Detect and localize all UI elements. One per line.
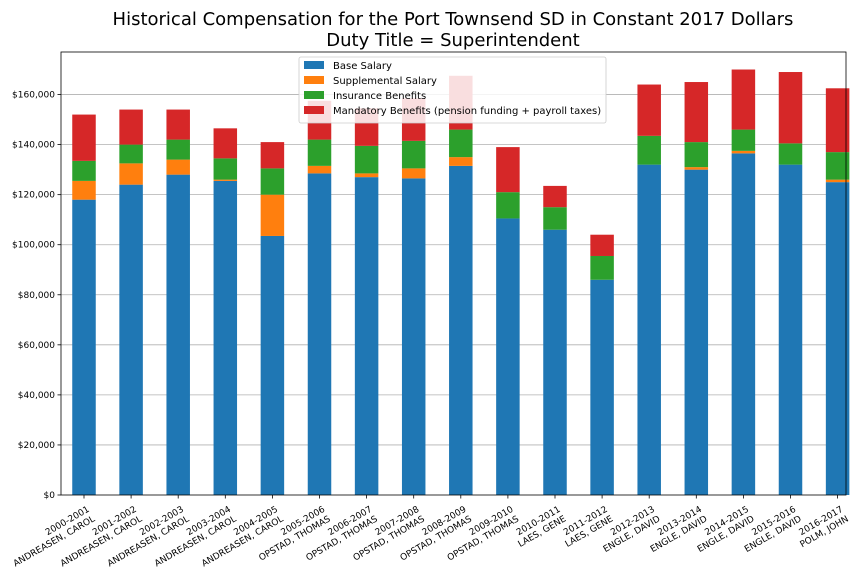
bar-segment xyxy=(307,165,332,174)
y-axis: $0 $20,000 $40,000 $60,000 $80,000 $100,000 $1… xyxy=(12,91,61,501)
bar-segment xyxy=(119,163,143,185)
bar-segment xyxy=(496,192,520,219)
bar-segment xyxy=(354,173,379,178)
bar-segment xyxy=(307,139,332,166)
legend-swatch xyxy=(304,61,324,69)
bar-segment xyxy=(778,72,803,144)
bar-segment xyxy=(731,153,756,495)
bar-segment xyxy=(684,82,709,143)
bar-segment xyxy=(590,279,614,495)
bar-segment xyxy=(166,139,190,160)
bar-segment xyxy=(590,255,614,280)
bar-segment xyxy=(684,169,709,496)
bar-segment xyxy=(825,88,850,153)
bars xyxy=(72,69,850,496)
bar-segment xyxy=(731,69,756,130)
bar-segment xyxy=(778,164,803,495)
bar-segment xyxy=(778,143,803,165)
plot-frame xyxy=(60,51,847,496)
bar-segment xyxy=(119,184,143,495)
bar-segment xyxy=(401,168,426,179)
bar-segment xyxy=(449,165,473,495)
y-tick-label: $0 xyxy=(44,491,56,501)
bar-segment xyxy=(119,109,143,145)
legend-swatch xyxy=(304,91,324,99)
bar-segment xyxy=(543,207,567,230)
bar-segment xyxy=(72,199,96,495)
bar-segment xyxy=(825,182,850,495)
bar-segment xyxy=(496,147,520,193)
bar-segment xyxy=(590,234,614,256)
bar-segment xyxy=(543,185,567,208)
bar-segment xyxy=(213,128,238,159)
bar-segment xyxy=(307,173,332,495)
bar-segment xyxy=(72,180,96,200)
y-tick-label: $160,000 xyxy=(12,91,55,101)
bar-segment xyxy=(449,157,473,166)
bar-segment xyxy=(119,144,143,164)
legend-label: Supplemental Salary xyxy=(333,76,437,87)
chart-subtitle: Duty Title = Superintendent xyxy=(326,30,579,51)
bar-segment xyxy=(166,159,190,175)
bar-segment xyxy=(166,109,190,140)
y-tick-label: $60,000 xyxy=(18,341,55,351)
legend-label: Insurance Benefits xyxy=(333,91,426,102)
bar-segment xyxy=(401,140,426,169)
bar-segment xyxy=(166,174,190,495)
y-tick-label: $100,000 xyxy=(12,241,55,251)
bar-segment xyxy=(449,129,473,158)
y-tick-label: $40,000 xyxy=(18,391,55,401)
legend-swatch xyxy=(304,106,324,114)
bar-segment xyxy=(637,84,661,136)
bar-segment xyxy=(401,178,426,496)
bar-segment xyxy=(684,142,709,168)
y-tick-label: $120,000 xyxy=(12,191,55,201)
bar-segment xyxy=(825,179,850,183)
bar-segment xyxy=(72,114,96,161)
bar-segment xyxy=(731,129,756,151)
bar-segment xyxy=(825,152,850,180)
bar-segment xyxy=(213,180,238,495)
bar-segment xyxy=(72,160,96,181)
bar-segment xyxy=(637,164,661,495)
bar-segment xyxy=(496,218,520,495)
bar-segment xyxy=(637,135,661,165)
bar-segment xyxy=(213,158,238,180)
legend-box xyxy=(298,56,607,124)
bar-segment xyxy=(731,150,756,154)
legend-label: Mandatory Benefits (pension funding + pa… xyxy=(333,106,601,117)
y-tick-label: $80,000 xyxy=(18,291,55,301)
y-tick-label: $140,000 xyxy=(12,141,55,151)
bar-segment xyxy=(543,229,567,495)
bar-segment xyxy=(354,177,379,495)
bar-segment xyxy=(213,179,238,181)
bar-segment xyxy=(260,142,285,169)
bar-segment xyxy=(260,168,285,195)
bar-segment xyxy=(684,167,709,170)
bar-segment xyxy=(260,235,285,495)
y-tick-label: $20,000 xyxy=(18,441,55,451)
bar-segment xyxy=(354,145,379,174)
legend-swatch xyxy=(304,76,324,84)
chart-title: Historical Compensation for the Port Tow… xyxy=(113,9,794,30)
bar-segment xyxy=(260,194,285,236)
legend-label: Base Salary xyxy=(333,61,392,72)
legend: Base Salary Supplemental Salary Insurance … xyxy=(298,56,607,124)
